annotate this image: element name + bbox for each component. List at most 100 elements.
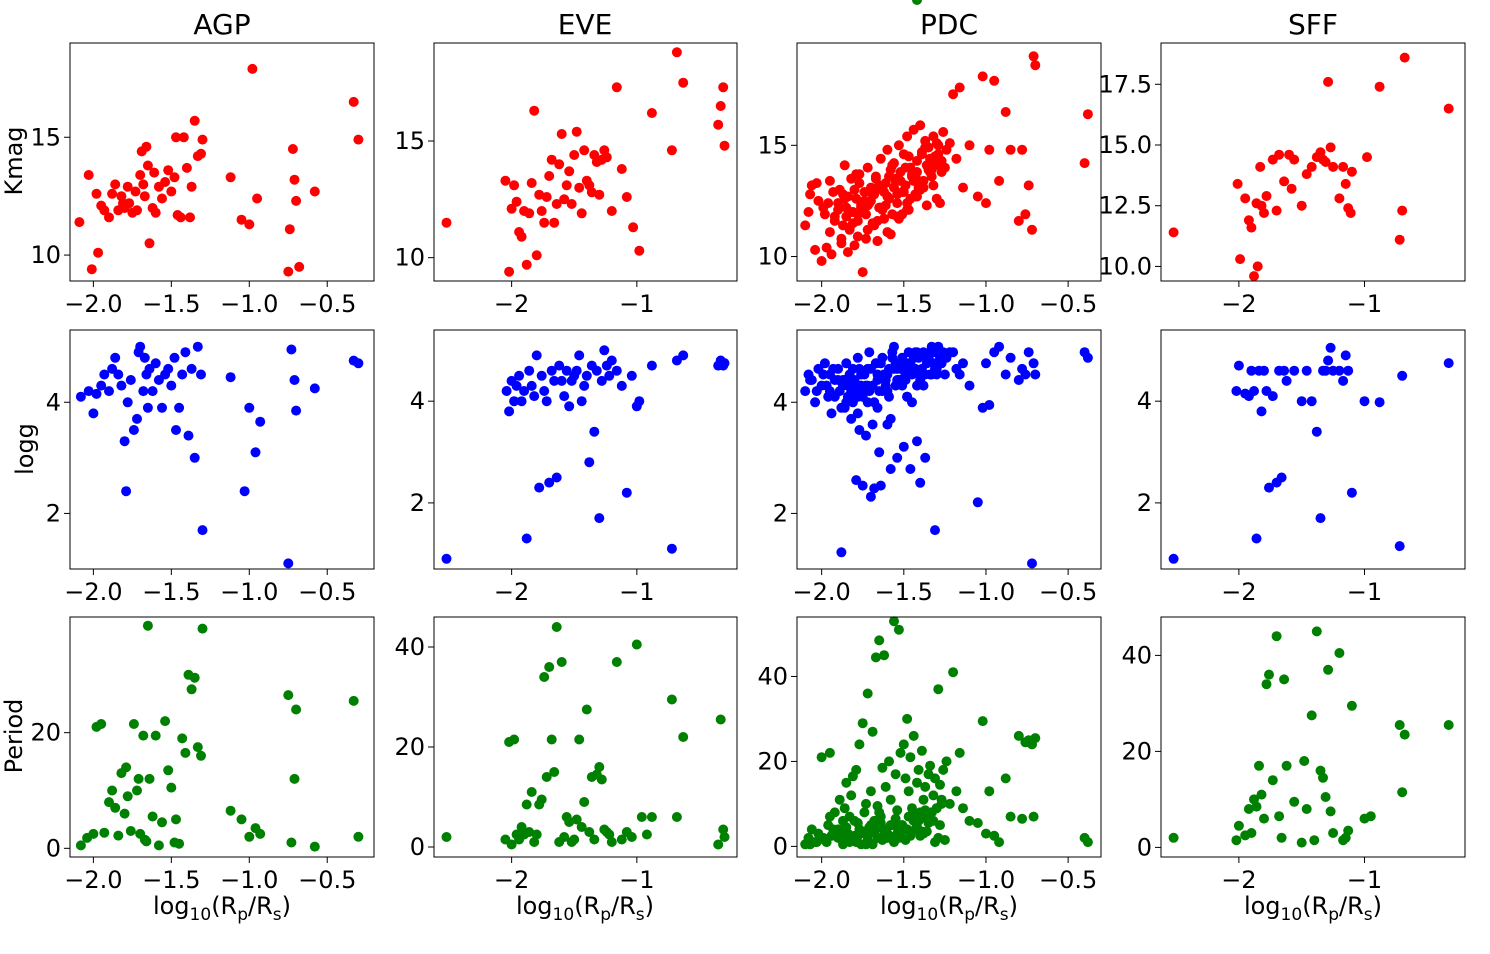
data-point [83,170,94,180]
data-point [531,250,542,261]
plot-frame [796,616,1102,858]
data-point [882,832,893,843]
data-point [719,832,730,842]
data-point [879,650,890,661]
x-tick-label: −2 [1221,578,1256,606]
panels-layer: −2.0 −1.5 −1.0 −0.5 10 15 −2 −1 10 15 −2.0 −1.5 −1.0… [30,0,1466,894]
data-point [1023,347,1034,358]
scatter-points [75,620,364,852]
data-point [1233,820,1244,831]
data-point [839,803,850,814]
data-point [928,790,939,801]
xlabel-den-sub: s [1364,905,1373,925]
data-point [601,152,612,163]
data-point [541,192,552,202]
data-point [96,380,107,391]
data-point [875,153,886,164]
data-point [189,672,200,683]
data-point [936,798,947,809]
data-point [1264,482,1274,493]
data-point [1246,222,1257,233]
data-point [880,200,891,211]
data-point [872,822,883,833]
y-tick-label: 0 [410,833,425,861]
data-point [912,167,922,177]
data-point [591,365,602,376]
data-point [1343,825,1354,836]
data-point [189,115,200,126]
data-point [842,247,853,258]
data-point [912,380,922,391]
data-point [589,834,600,845]
data-point [163,165,174,176]
data-point [1281,760,1292,771]
x-tick-label: −2 [494,866,529,894]
data-point [984,400,995,410]
data-point [944,798,955,809]
data-point [1279,176,1290,187]
data-point [1235,254,1246,265]
xlabel-log: log [516,892,553,920]
data-point [197,134,208,145]
data-point [1005,352,1016,363]
data-point [441,832,452,842]
data-point [569,150,580,160]
plot-frame [69,329,375,570]
data-point [1334,193,1345,204]
data-point [977,716,988,727]
column-title-agp: AGP [193,8,250,41]
data-point [1323,76,1334,87]
y-tick-label: 10 [30,241,61,269]
data-point [500,175,511,186]
data-point [524,208,535,219]
data-point [509,396,520,407]
data-point [1013,215,1024,226]
data-point [239,486,250,497]
data-point [841,777,852,788]
y-tick-label: 17.5 [1099,70,1152,98]
y-tick-label: 20 [394,733,425,761]
data-point [915,120,926,131]
data-point [865,786,876,797]
data-point [902,713,913,724]
y-tick-label: 40 [1121,641,1152,669]
data-point [854,178,865,189]
data-point [1020,369,1031,380]
data-point [718,82,729,93]
data-point [559,391,570,402]
x-tick-label: −2.0 [64,290,122,318]
data-point [539,217,550,228]
data-point [1296,396,1307,407]
data-point [811,386,822,397]
data-point [556,657,567,667]
data-point [1281,375,1292,386]
panel-eve-period: −2 −1 0 20 40 [394,616,738,894]
data-point [1343,365,1354,376]
panel-eve-logg: −2 −1 2 4 [410,329,738,606]
data-point [107,188,118,199]
data-point [1394,234,1405,245]
data-point [875,480,886,491]
data-point [283,690,294,701]
data-point [606,837,617,847]
data-point [135,170,146,180]
data-point [805,839,816,850]
data-point [536,370,547,381]
data-point [948,347,959,358]
data-point [713,839,724,850]
panel-pdc-logg: −2.0 −1.5 −1.0 −0.5 2 4 [773,329,1102,606]
xlabel-close: ) [1373,892,1382,920]
x-tick-label: −2.0 [64,578,122,606]
data-point [870,652,881,663]
data-point [1334,365,1345,376]
data-point [185,212,195,223]
data-point [1325,806,1336,817]
data-point [514,370,525,381]
data-point [225,372,236,383]
y-tick-label: 20 [30,719,61,747]
data-point [1255,161,1266,172]
data-point [549,375,560,386]
data-point [556,129,567,139]
scatter-points [441,345,730,564]
data-point [586,187,597,198]
